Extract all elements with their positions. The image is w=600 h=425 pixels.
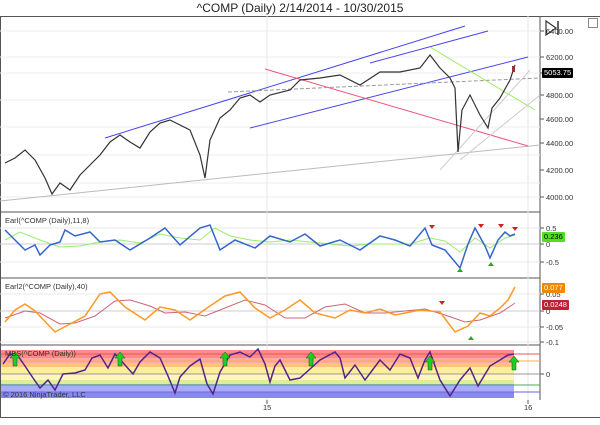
time-axis: 15 16 bbox=[263, 400, 532, 412]
chart-frame bbox=[0, 16, 600, 418]
svg-text:4600.00: 4600.00 bbox=[546, 115, 573, 124]
copyright: © 2016 NinjaTrader, LLC bbox=[3, 390, 86, 399]
price-axis: 6400.00 6200.00 5000.00 4800.00 4600.00 … bbox=[540, 27, 573, 202]
price-series bbox=[4, 54, 516, 196]
svg-text:0.05: 0.05 bbox=[546, 290, 561, 299]
svg-text:0: 0 bbox=[546, 370, 550, 379]
earl-panel-label: Earl(^COMP (Daily),11,8) bbox=[5, 216, 90, 225]
svg-text:-0.5: -0.5 bbox=[546, 258, 559, 267]
current-price-tag: 5053.75 bbox=[542, 68, 574, 78]
svg-text:4200.00: 4200.00 bbox=[546, 166, 573, 175]
svg-text:-0.1: -0.1 bbox=[546, 338, 559, 347]
skip-end-icon[interactable] bbox=[545, 20, 561, 36]
svg-text:6200.00: 6200.00 bbox=[546, 53, 573, 62]
earl2-panel-label: Earl2(^COMP (Daily),40) bbox=[5, 282, 88, 291]
mbs-panel-label: MBS(^COMP (Daily)) bbox=[5, 349, 76, 358]
earl-value-tag: 0.236 bbox=[542, 232, 565, 242]
chart-title: ^COMP (Daily) 2/14/2014 - 10/30/2015 bbox=[196, 1, 404, 15]
svg-text:4400.00: 4400.00 bbox=[546, 139, 573, 148]
svg-text:6400.00: 6400.00 bbox=[546, 27, 573, 36]
svg-text:-0.05: -0.05 bbox=[546, 323, 563, 332]
svg-text:4800.00: 4800.00 bbox=[546, 91, 573, 100]
svg-text:15: 15 bbox=[263, 403, 271, 412]
svg-text:0: 0 bbox=[546, 240, 550, 249]
svg-text:16: 16 bbox=[524, 403, 532, 412]
svg-text:0.5: 0.5 bbox=[546, 224, 556, 233]
earl2-signal-tag: 0.0248 bbox=[542, 300, 569, 310]
panel-menu-button[interactable] bbox=[588, 18, 598, 28]
svg-text:4000.00: 4000.00 bbox=[546, 193, 573, 202]
earl2-value-tag: 0.077 bbox=[542, 283, 565, 293]
svg-text:0: 0 bbox=[546, 307, 550, 316]
